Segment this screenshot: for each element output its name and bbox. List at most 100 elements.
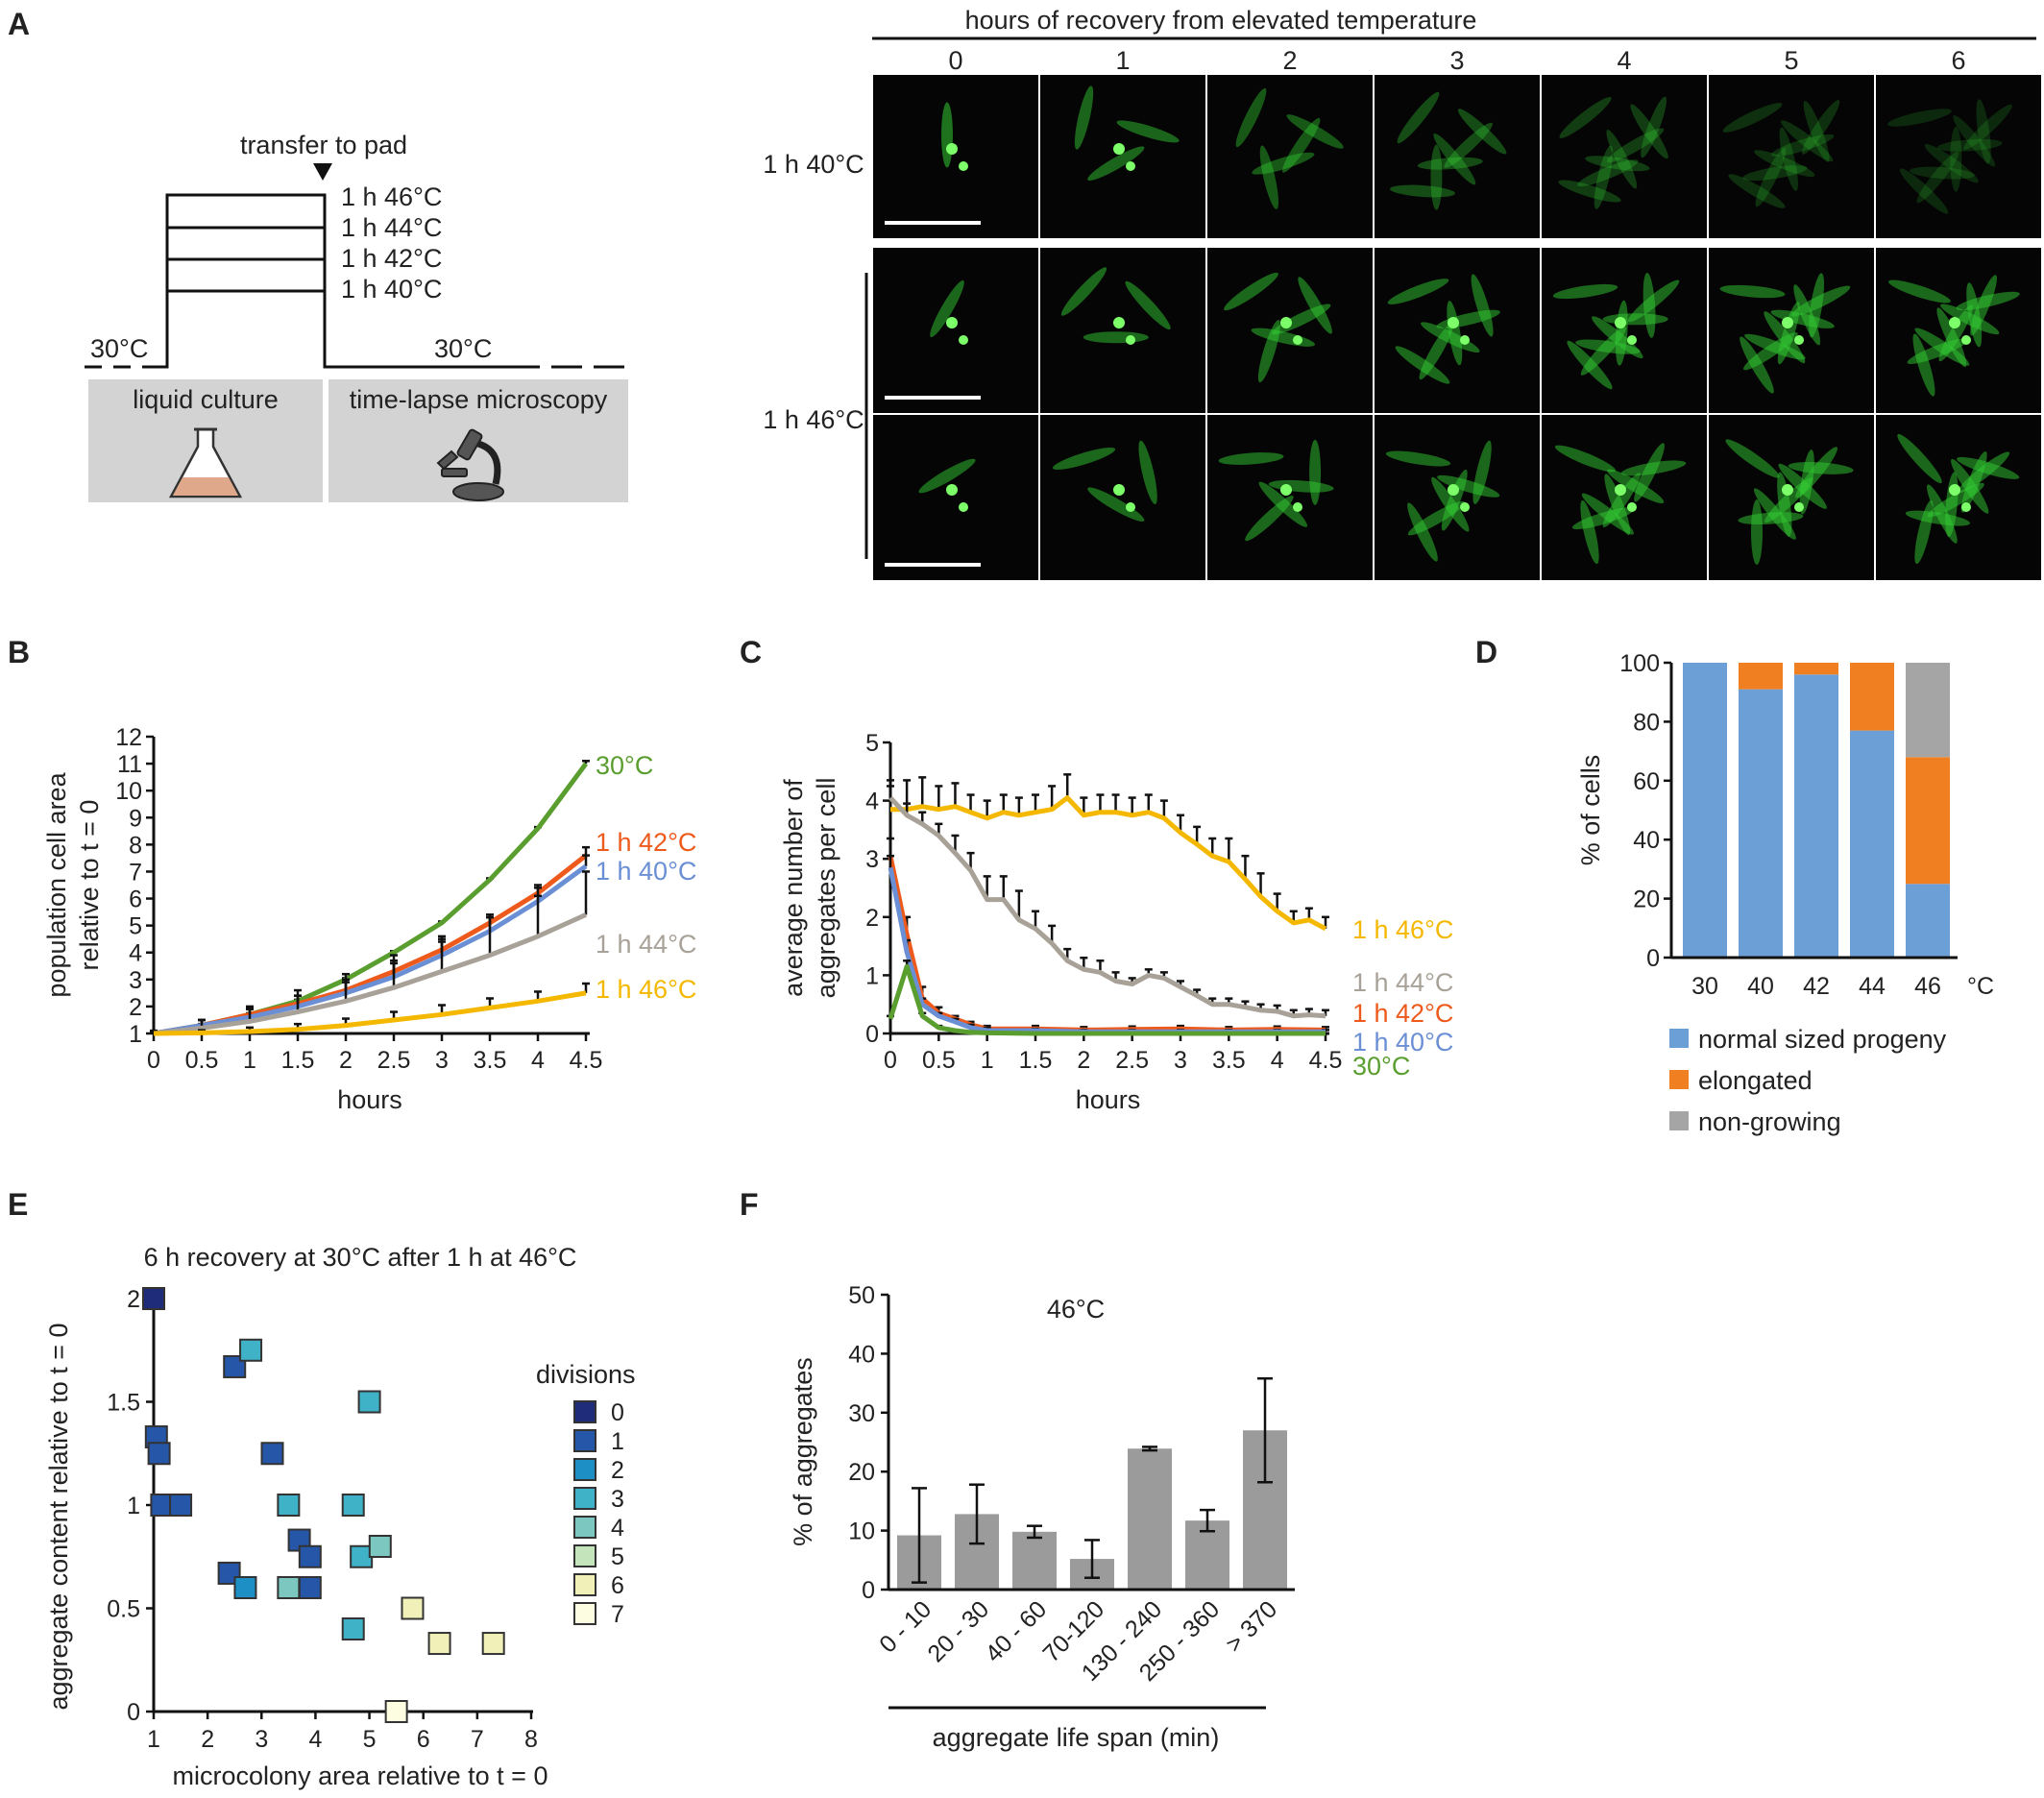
series-1-h-46-c: 1 h 46°C: [887, 773, 1453, 944]
y-tick-label: 5: [129, 913, 142, 940]
scatter-point: [298, 1576, 322, 1599]
box-left-label: liquid culture: [133, 385, 279, 414]
temp-label-42: 1 h 42°C: [341, 244, 442, 273]
scatter-point: [384, 1700, 408, 1723]
y-tick-label: 0: [127, 1699, 140, 1726]
y-tick-label: 10: [848, 1519, 875, 1545]
bar-segment: [1794, 674, 1838, 958]
panel-label-f: F: [740, 1187, 759, 1222]
micrograph-tile: [1375, 75, 1540, 238]
scatter-point: [169, 1494, 193, 1517]
x-axis-label: aggregate life span (min): [933, 1723, 1220, 1752]
micrograph-tile: [1709, 248, 1874, 413]
x-tick-label: 4.5: [570, 1047, 603, 1074]
micrograph-tile: [1207, 248, 1373, 413]
x-tick-label: 4.5: [1309, 1047, 1343, 1074]
y-tick-label: 20: [848, 1459, 875, 1486]
y-tick-label: 9: [129, 805, 142, 832]
transfer-arrow-icon: [313, 163, 332, 181]
micrograph-tile: [1040, 75, 1205, 238]
legend-label: 4: [611, 1515, 624, 1542]
x-tick-label: 2: [201, 1726, 214, 1753]
scatter-point: [341, 1617, 365, 1640]
y-tick-label: 10: [115, 778, 142, 805]
x-tick-label: 30: [1691, 973, 1718, 1000]
legend-label: normal sized progeny: [1698, 1025, 1947, 1054]
micrograph-tile: [1709, 415, 1874, 580]
bar-segment: [1739, 689, 1783, 958]
scatter-point: [277, 1494, 301, 1517]
panel-c-chart: C 0 1 2 3 4 5 0 0.5 1 1.5 2 2.5 3 3.5 4 4.5 hours average…: [740, 635, 1453, 1114]
y-tick-label: 0: [1646, 945, 1660, 972]
y-tick-label: 1.5: [107, 1390, 140, 1417]
x-tick-label: 4: [308, 1726, 322, 1753]
x-tick-label: 7: [471, 1726, 484, 1753]
series-line: [153, 863, 588, 1036]
x-tick-label: 3.5: [1212, 1047, 1246, 1074]
series-label: 1 h 40°C: [1352, 1028, 1453, 1057]
micrograph-tile: [1542, 415, 1707, 580]
y-tick-label: 1: [129, 1021, 142, 1048]
y-tick-label: 4: [865, 789, 879, 815]
series-label: 30°C: [596, 751, 653, 780]
hour-label: 5: [1784, 46, 1798, 75]
series-1-h-40-c: 1 h 40°C: [150, 854, 696, 1036]
scatter-point: [427, 1632, 451, 1656]
x-tick-label: 1: [981, 1047, 994, 1074]
flask-icon: [168, 427, 243, 498]
scatter-point: [401, 1596, 425, 1620]
bar-segment: [1850, 730, 1894, 958]
y-tick-label: 0: [862, 1577, 875, 1604]
y-axis-label: aggregate content relative to t = 0: [44, 1323, 73, 1710]
y-tick-label: 40: [1633, 827, 1660, 854]
scatter-point: [277, 1576, 301, 1599]
micrograph-tile: [1876, 248, 2041, 413]
x-axis-label: hours: [1076, 1085, 1141, 1114]
panel-e-chart: E 6 h recovery at 30°C after 1 h at 46°C…: [8, 1187, 636, 1790]
y-tick-label: 5: [865, 730, 879, 757]
y-tick-label: 80: [1633, 709, 1660, 736]
panel-label-b: B: [8, 635, 30, 669]
y-tick-label: 4: [129, 940, 142, 967]
legend-label: 0: [611, 1399, 624, 1426]
bar-segment: [1739, 663, 1783, 690]
unit-label: °C: [1967, 973, 1994, 1000]
micrograph-tile: [1375, 415, 1540, 580]
panel-d-chart: D 30 40 42 44 46 °C 0 20 40 60 80 100 % of cells norm…: [1475, 635, 1994, 1136]
y-tick-label: 6: [129, 887, 142, 913]
x-tick-label: 4: [1271, 1047, 1284, 1074]
legend-swatch: [573, 1602, 596, 1625]
scatter-point: [341, 1494, 365, 1517]
temp-label-44: 1 h 44°C: [341, 213, 442, 242]
y-axis-label: % of aggregates: [789, 1357, 817, 1546]
series-30-c: 30°C: [150, 751, 653, 1036]
x-tick-label: > 370: [1221, 1595, 1283, 1658]
hour-label: 3: [1449, 46, 1464, 75]
scatter-point: [368, 1535, 392, 1558]
y-tick-label: 2: [129, 994, 142, 1021]
x-tick-label: 4: [531, 1047, 545, 1074]
series-label: 1 h 42°C: [596, 828, 696, 857]
series-1-h-46-c: 1 h 46°C: [150, 975, 696, 1036]
hour-label: 2: [1282, 46, 1297, 75]
x-tick-label: 0: [884, 1047, 897, 1074]
x-tick-label: 40 - 60: [980, 1595, 1052, 1667]
hour-label: 6: [1951, 46, 1965, 75]
micrograph-tile: [1040, 248, 1205, 413]
micrograph-tile: [1709, 75, 1874, 238]
x-tick-label: 3: [1174, 1047, 1187, 1074]
chart-title: 6 h recovery at 30°C after 1 h at 46°C: [144, 1243, 577, 1272]
hour-label: 4: [1617, 46, 1631, 75]
baseline-right-label: 30°C: [434, 334, 492, 363]
series-label: 1 h 40°C: [596, 857, 696, 886]
series-label: 1 h 44°C: [596, 930, 696, 959]
series-line: [888, 963, 1326, 1036]
x-tick-label: 0: [147, 1047, 160, 1074]
series-line: [890, 795, 1327, 932]
bar-segment: [1683, 663, 1727, 958]
scatter-point: [298, 1544, 322, 1568]
micrograph-tile: [1207, 75, 1373, 238]
micrograph-tile: [1040, 415, 1205, 580]
legend-swatch: [573, 1487, 596, 1510]
x-tick-label: 3: [435, 1047, 449, 1074]
